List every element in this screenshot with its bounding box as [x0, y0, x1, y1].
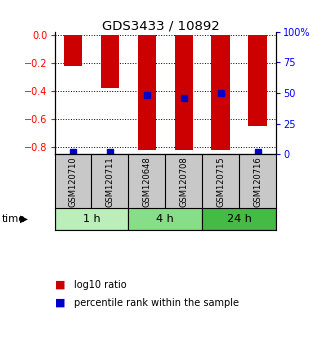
Bar [175, 35, 193, 150]
Text: GDS3433 / 10892: GDS3433 / 10892 [102, 19, 219, 33]
Bar [101, 35, 119, 88]
Text: GSM120716: GSM120716 [253, 156, 262, 207]
Text: percentile rank within the sample: percentile rank within the sample [74, 298, 239, 308]
Bar [138, 35, 156, 150]
Text: time: time [2, 214, 25, 224]
Text: 4 h: 4 h [156, 214, 174, 224]
Text: ■: ■ [55, 298, 65, 308]
Bar [212, 35, 230, 150]
Text: GSM120715: GSM120715 [216, 156, 225, 206]
Text: GSM120648: GSM120648 [142, 156, 152, 207]
Text: GSM120708: GSM120708 [179, 156, 188, 207]
Bar [202, 209, 276, 230]
Bar [248, 35, 267, 126]
Text: GSM120710: GSM120710 [68, 156, 78, 206]
Text: log10 ratio: log10 ratio [74, 280, 126, 290]
Text: 24 h: 24 h [227, 214, 252, 224]
Bar [64, 35, 82, 65]
Text: ■: ■ [55, 280, 65, 290]
Text: ▶: ▶ [20, 214, 28, 224]
Bar [55, 209, 128, 230]
Text: GSM120711: GSM120711 [105, 156, 115, 206]
Text: 1 h: 1 h [83, 214, 100, 224]
Bar [128, 209, 202, 230]
